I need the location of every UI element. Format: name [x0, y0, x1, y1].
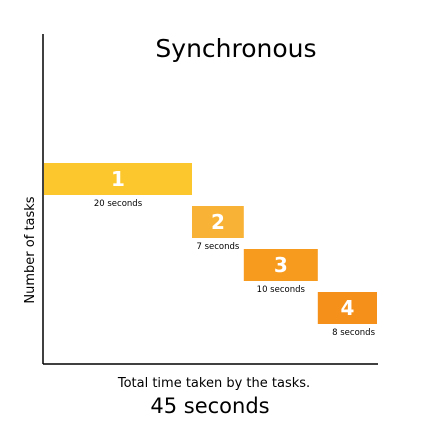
task-duration-label-1: 20 seconds	[94, 199, 143, 209]
task-bar-4	[317, 292, 377, 324]
task-bar-1	[44, 163, 192, 195]
task-number-4: 4	[340, 296, 354, 320]
chart-title: Synchronous	[155, 34, 316, 63]
task-number-3: 3	[274, 253, 288, 277]
task-bar-2	[192, 206, 244, 238]
task-number-1: 1	[111, 167, 125, 191]
task-bars: 1 20 seconds 2 7 seconds 3 10 seconds 4 8 secon…	[44, 163, 377, 338]
total-time-label: 45 seconds	[150, 394, 269, 418]
task-duration-label-2: 7 seconds	[196, 242, 239, 252]
task-number-2: 2	[211, 210, 225, 234]
task-duration-label-4: 8 seconds	[332, 328, 375, 338]
x-axis-label: Total time taken by the tasks.	[117, 376, 310, 391]
y-axis-label: Number of tasks	[23, 196, 38, 303]
task-bar-3	[243, 249, 318, 281]
task-duration-label-3: 10 seconds	[257, 285, 306, 295]
